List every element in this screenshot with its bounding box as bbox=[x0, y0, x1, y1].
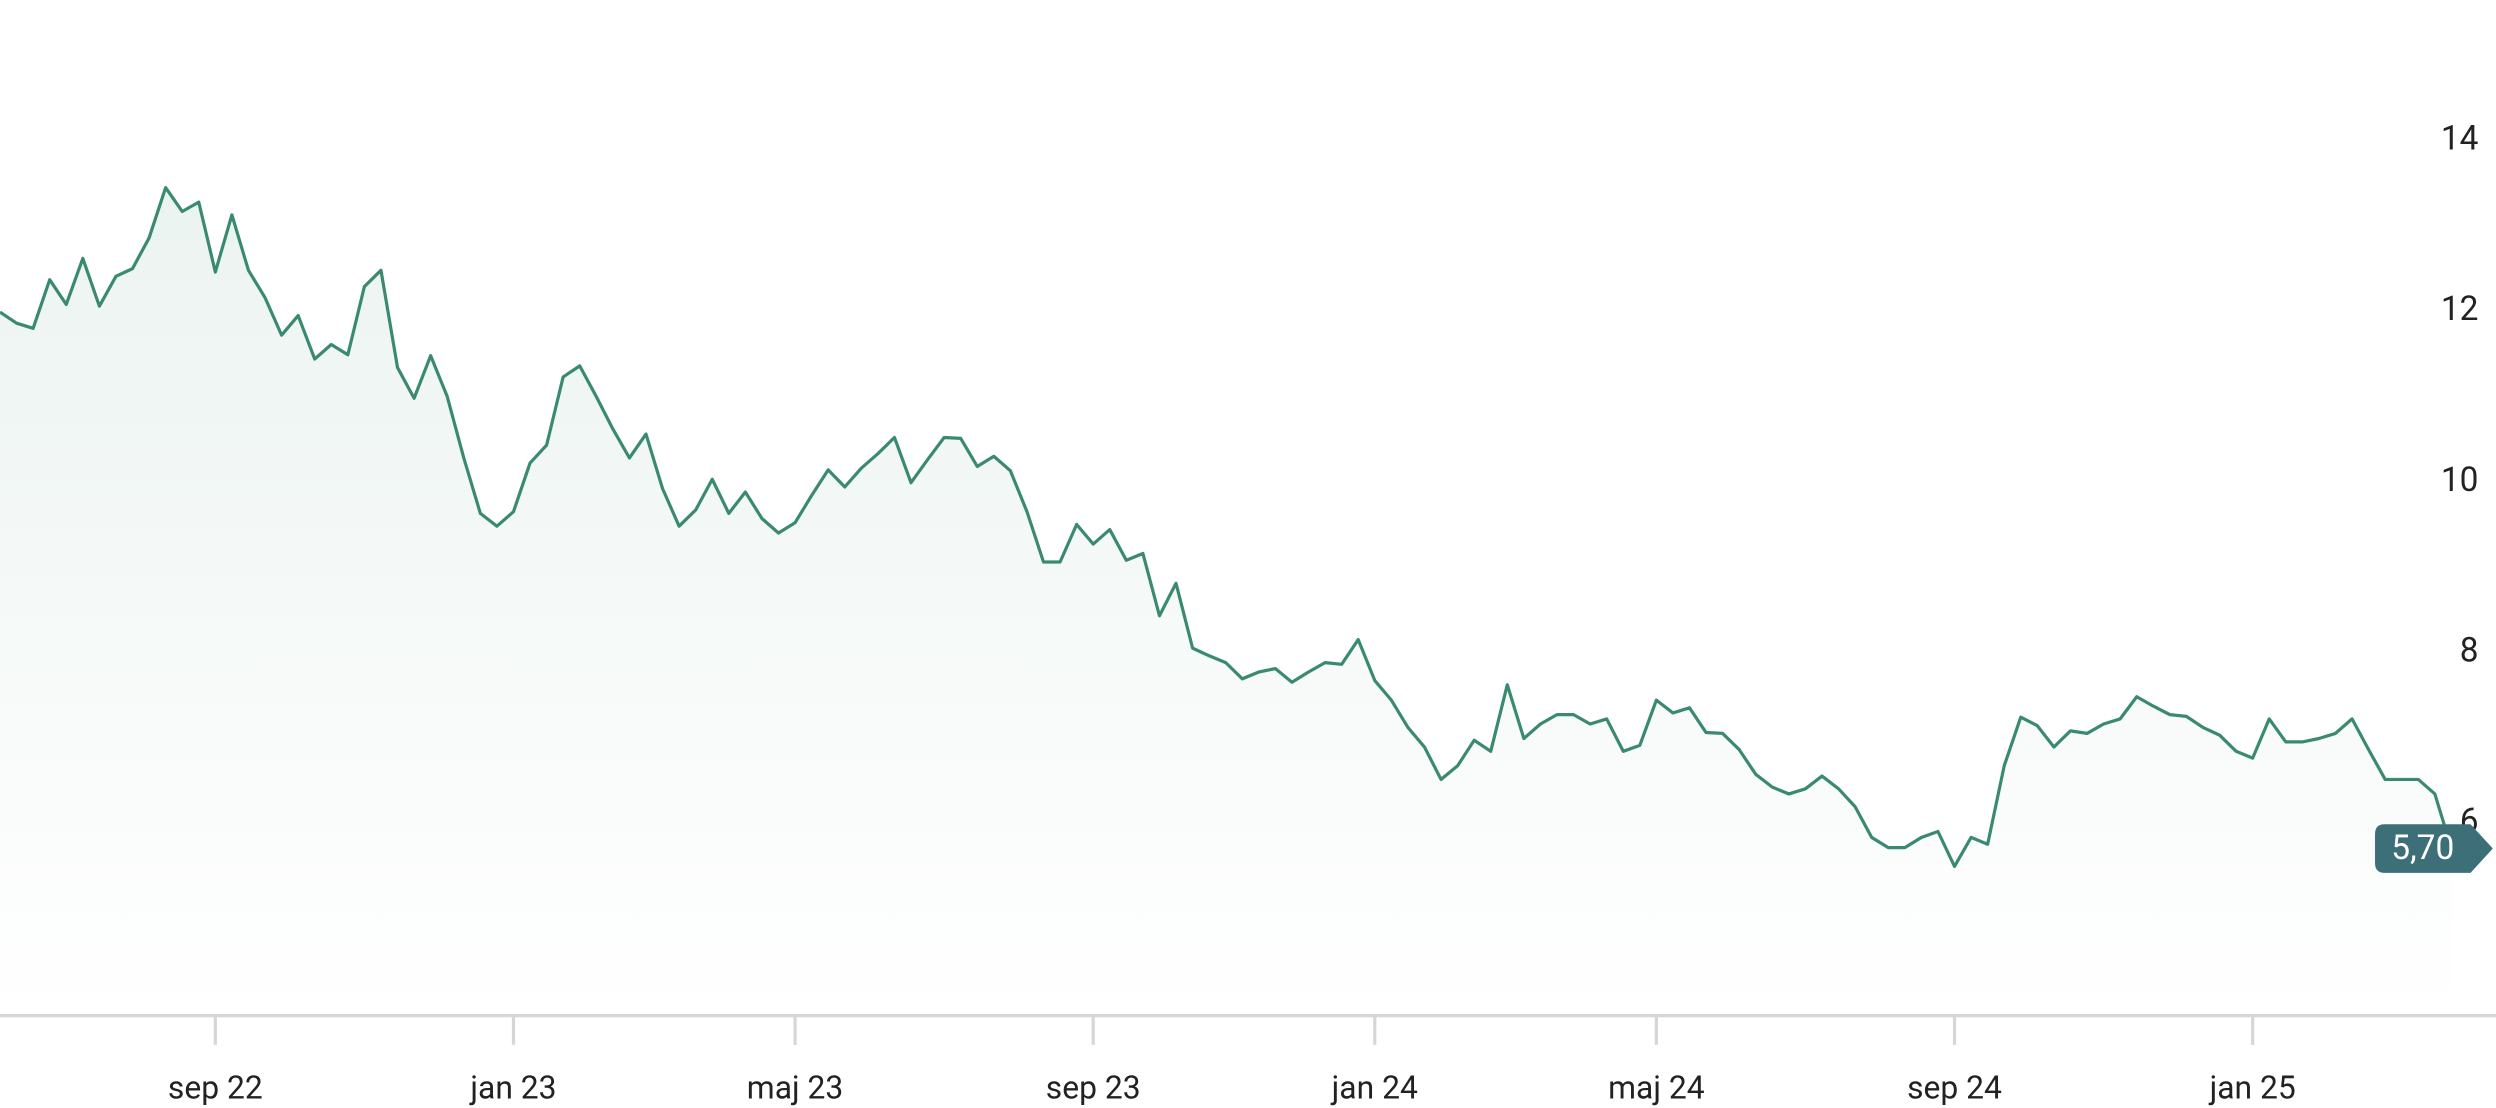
x-tick-label: jan 23 bbox=[468, 1068, 556, 1106]
y-tick-label: 10 bbox=[2441, 461, 2479, 500]
x-tick-label: jan 25 bbox=[2208, 1068, 2296, 1106]
x-tick-label: jan 24 bbox=[1330, 1068, 1418, 1106]
value-badge-label: 5,70 bbox=[2391, 829, 2454, 868]
x-tick-label: maj 24 bbox=[1608, 1068, 1705, 1106]
y-tick-label: 8 bbox=[2460, 631, 2479, 670]
line bbox=[0, 185, 2453, 869]
x-tick-label: sep 22 bbox=[168, 1068, 263, 1106]
y-tick-label: 14 bbox=[2441, 119, 2479, 158]
x-tick-label: maj 23 bbox=[747, 1068, 844, 1106]
area bbox=[0, 187, 2452, 1016]
x-tick-label: sep 24 bbox=[1907, 1068, 2002, 1106]
y-tick-label: 12 bbox=[2441, 290, 2479, 329]
x-tick-label: sep 23 bbox=[1046, 1068, 1141, 1106]
value-badge bbox=[2375, 824, 2493, 873]
